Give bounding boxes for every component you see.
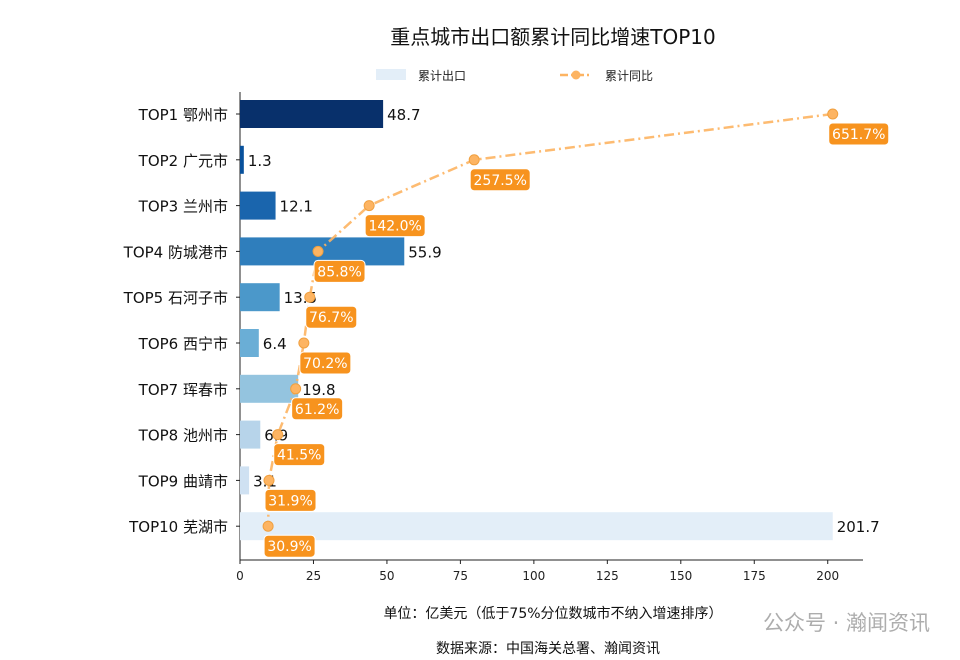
bar xyxy=(240,191,276,220)
watermark: 公众号 · 瀚闻资讯 xyxy=(763,611,930,635)
bar xyxy=(240,283,280,312)
yoy-marker xyxy=(298,337,310,349)
x-tick-label: 75 xyxy=(453,569,468,583)
yoy-marker xyxy=(272,429,284,441)
yoy-label-box xyxy=(469,168,531,192)
bar xyxy=(240,420,261,449)
category-label: TOP1 鄂州市 xyxy=(138,106,228,124)
yoy-marker xyxy=(312,245,324,257)
bar xyxy=(240,512,833,541)
bar-value-label: 19.8 xyxy=(302,381,335,399)
x-tick-label: 150 xyxy=(669,569,692,583)
x-tick-label: 125 xyxy=(596,569,619,583)
category-label: TOP6 西宁市 xyxy=(138,335,228,353)
yoy-label-box xyxy=(299,351,352,375)
category-label: TOP8 池州市 xyxy=(138,427,228,445)
yoy-label-box xyxy=(291,397,344,421)
x-tick-label: 25 xyxy=(306,569,321,583)
bar-value-label: 48.7 xyxy=(387,106,420,124)
category-label: TOP3 兰州市 xyxy=(138,198,228,216)
chart-title: 重点城市出口额累计同比增速TOP10 xyxy=(390,25,715,49)
yoy-label: 651.7% xyxy=(832,127,885,143)
yoy-label: 30.9% xyxy=(267,539,311,555)
yoy-label-box xyxy=(305,305,358,329)
yoy-label-box xyxy=(264,488,317,512)
yoy-label: 142.0% xyxy=(368,219,421,235)
legend-label: 累计出口 xyxy=(418,69,466,83)
category-label: TOP9 曲靖市 xyxy=(138,472,228,490)
category-label: TOP7 珲春市 xyxy=(138,381,228,399)
x-tick-label: 175 xyxy=(743,569,766,583)
yoy-marker xyxy=(263,474,275,486)
yoy-label: 41.5% xyxy=(277,448,321,464)
yoy-label: 61.2% xyxy=(295,402,339,418)
bar xyxy=(240,100,384,128)
bar xyxy=(240,329,259,357)
x-tick-label: 200 xyxy=(816,569,839,583)
category-label: TOP2 广元市 xyxy=(138,152,228,170)
x-tick-label: 50 xyxy=(379,569,394,583)
legend-bar-swatch xyxy=(376,69,406,80)
category-label: TOP4 防城港市 xyxy=(123,243,228,261)
x-tick-label: 0 xyxy=(236,569,244,583)
yoy-label: 257.5% xyxy=(474,173,527,189)
bar-value-label: 201.7 xyxy=(837,518,880,536)
bar-value-label: 6.4 xyxy=(263,335,287,353)
x-axis-label: 单位：亿美元（低于75%分位数城市不纳入增速排序） xyxy=(383,605,722,622)
category-label: TOP10 芜湖市 xyxy=(128,518,228,536)
yoy-marker xyxy=(827,108,839,120)
yoy-label: 85.8% xyxy=(317,264,361,280)
yoy-marker xyxy=(262,520,274,532)
bar xyxy=(240,466,250,495)
yoy-label-box xyxy=(828,122,890,146)
bar-value-label: 55.9 xyxy=(408,243,441,261)
legend-label: 累计同比 xyxy=(605,69,653,83)
yoy-marker xyxy=(363,200,375,212)
yoy-label-box xyxy=(273,443,326,467)
yoy-label-box xyxy=(313,259,366,283)
yoy-label: 70.2% xyxy=(303,356,347,372)
bar-value-label: 12.1 xyxy=(280,198,313,216)
yoy-label-box xyxy=(263,534,316,558)
x-tick-label: 100 xyxy=(522,569,545,583)
yoy-marker xyxy=(290,383,302,395)
bar xyxy=(240,145,244,174)
yoy-label: 76.7% xyxy=(309,310,353,326)
yoy-label: 31.9% xyxy=(268,493,312,509)
bar xyxy=(240,374,299,403)
legend-line-marker xyxy=(571,70,581,80)
source-note: 数据来源：中国海关总署、瀚闻资讯 xyxy=(436,641,660,657)
category-label: TOP5 石河子市 xyxy=(123,289,228,307)
yoy-marker xyxy=(304,291,316,303)
yoy-marker xyxy=(468,154,480,166)
yoy-label-box xyxy=(364,214,426,238)
bar-value-label: 1.3 xyxy=(248,152,272,170)
